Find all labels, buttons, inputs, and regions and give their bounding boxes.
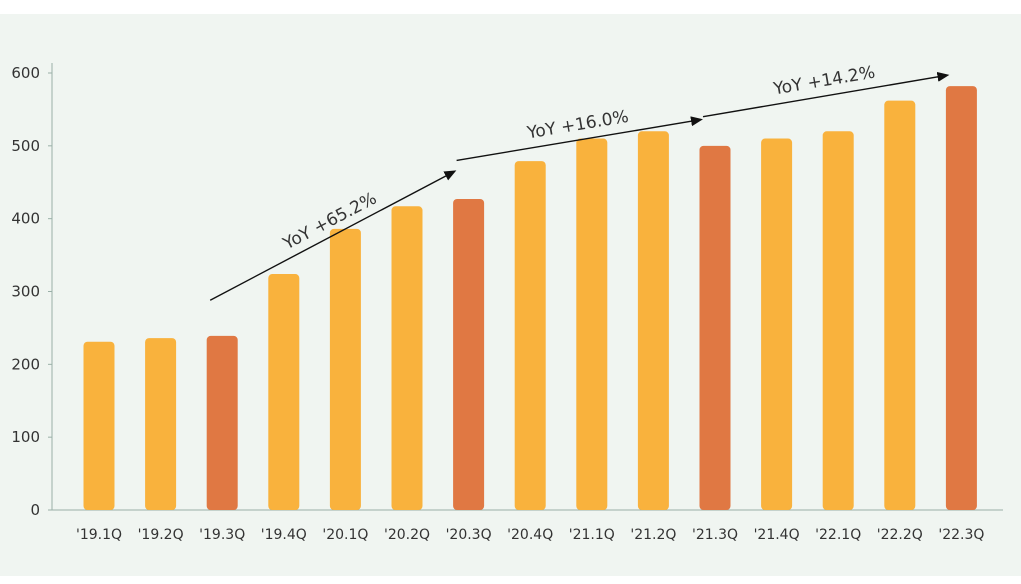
x-tick-label: '22.1Q: [815, 527, 861, 543]
x-tick-label: '20.4Q: [507, 527, 553, 543]
x-tick-label: '19.4Q: [261, 527, 307, 543]
bar: [637, 131, 669, 510]
yoy-arrow: [702, 71, 950, 118]
bar: [699, 145, 731, 511]
y-tick-label: 600: [11, 64, 40, 82]
x-tick-label: '21.4Q: [754, 527, 800, 543]
bar: [329, 228, 361, 510]
x-tick-label: '22.2Q: [877, 527, 923, 543]
x-tick-label: '19.3Q: [199, 527, 245, 543]
x-tick-label: '20.2Q: [384, 527, 430, 543]
bar: [145, 338, 177, 510]
y-tick-label: 200: [11, 355, 40, 373]
bar: [206, 335, 238, 510]
bar: [268, 274, 300, 510]
bar: [391, 206, 423, 510]
x-tick-label: '20.3Q: [446, 527, 492, 543]
bar: [761, 138, 793, 511]
bar: [822, 131, 854, 510]
x-tick-label: '19.1Q: [76, 527, 122, 543]
bar: [83, 341, 115, 510]
y-axis: 0 100 200 300 400 500 600: [11, 63, 53, 519]
x-tick-label: '21.3Q: [692, 527, 738, 543]
yoy-arrow: [209, 170, 457, 301]
y-tick-label: 0: [30, 501, 40, 519]
x-tick-label: '21.2Q: [630, 527, 676, 543]
bar: [514, 161, 546, 510]
x-tick-label: '20.1Q: [322, 527, 368, 543]
x-tick-label: '19.2Q: [138, 527, 184, 543]
x-tick-label: '22.3Q: [938, 527, 984, 543]
bar: [884, 100, 916, 510]
y-tick-label: 400: [11, 210, 40, 228]
bar: [945, 86, 977, 511]
bars: [83, 86, 977, 511]
y-tick-label: 500: [11, 137, 40, 155]
y-tick-label: 100: [11, 428, 40, 446]
bar: [576, 138, 608, 511]
y-tick-label: 300: [11, 283, 40, 301]
yoy-arrow: [456, 116, 703, 162]
x-tick-label: '21.1Q: [569, 527, 615, 543]
bar: [453, 199, 485, 511]
